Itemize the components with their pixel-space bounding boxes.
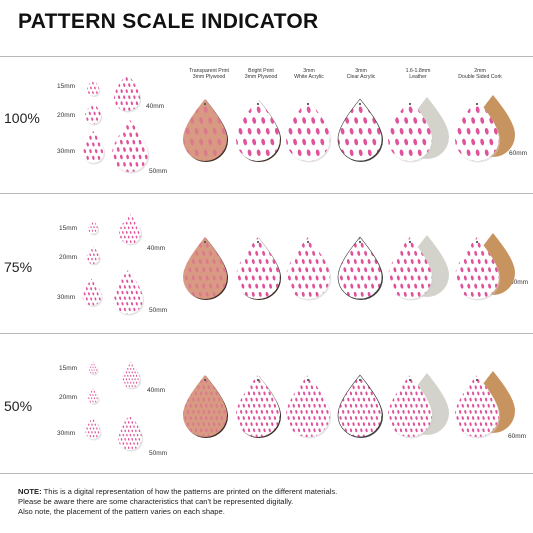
size-label-30mm: 30mm	[57, 148, 76, 155]
earring-cork	[455, 237, 501, 301]
size-label-60mm: 60mm	[510, 279, 529, 286]
sample-earring-small	[87, 388, 100, 406]
sample-earring-small	[85, 102, 103, 126]
material-header-line2: White Acrylic	[294, 74, 324, 80]
note-line3: Also note, the placement of the pattern …	[18, 506, 225, 516]
material-header-line2: Double Sided Cork	[458, 74, 502, 80]
sample-earring-small	[88, 220, 100, 236]
material-header-line1: Bright Print	[248, 68, 274, 74]
earring-clear-acrylic	[337, 374, 383, 438]
sample-earring-large	[118, 414, 144, 452]
earring-white-acrylic	[286, 99, 332, 163]
earring-white-acrylic	[286, 375, 332, 439]
material-header-line1: Transparent Print	[189, 68, 229, 74]
section-divider	[0, 56, 533, 57]
size-label-60mm: 60mm	[509, 150, 528, 157]
sample-earring-large	[113, 270, 145, 316]
scale-label-50: 50%	[4, 398, 33, 414]
earring-leather	[388, 237, 434, 301]
page-title: PATTERN SCALE INDICATOR	[18, 10, 319, 33]
scale-label-75: 75%	[4, 259, 33, 275]
material-header-line2: Leather	[409, 74, 427, 80]
size-label-60mm: 60mm	[508, 433, 527, 440]
sample-earring-small	[87, 78, 101, 98]
size-label-30mm: 30mm	[57, 430, 76, 437]
scale-label-100: 100%	[4, 110, 40, 126]
note-line2: Please be aware there are some character…	[18, 496, 294, 506]
size-label-20mm: 20mm	[57, 112, 76, 119]
material-header-line1: 2mm	[474, 68, 486, 74]
note-line1: This is a digital representation of how …	[43, 487, 338, 496]
sample-earring-large	[122, 362, 142, 390]
earring-leather	[388, 375, 434, 439]
size-label-40mm: 40mm	[146, 103, 165, 110]
material-header-cork: 2mm Double Sided Cork	[449, 68, 511, 80]
earring-bright-plywood	[236, 237, 281, 300]
material-header-line1: 3mm	[355, 68, 367, 74]
size-label-40mm: 40mm	[147, 387, 166, 394]
size-label-50mm: 50mm	[149, 168, 168, 175]
size-label-15mm: 15mm	[59, 225, 78, 232]
material-header-bright-plywood: Bright Print 3mm Plywood	[230, 68, 292, 80]
material-header-clear-acrylic: 3mm Clear Acrylic	[330, 68, 392, 80]
size-label-50mm: 50mm	[149, 307, 168, 314]
material-header-white-acrylic: 3mm White Acrylic	[278, 68, 340, 80]
material-header-leather: 1.6-1.8mm Leather	[387, 68, 449, 80]
note-label: NOTE:	[18, 487, 42, 496]
sample-earring-small	[82, 131, 106, 165]
size-label-20mm: 20mm	[59, 254, 78, 261]
sample-earring-small	[86, 246, 101, 266]
material-header-line1: 3mm	[303, 68, 315, 74]
earring-clear-acrylic	[337, 98, 383, 162]
sample-earring-large	[112, 120, 150, 174]
earring-cork	[455, 99, 501, 163]
section-divider	[0, 333, 533, 334]
material-header-line1: 1.6-1.8mm	[405, 68, 431, 74]
footnote: NOTE: This is a digital representation o…	[18, 487, 337, 516]
earring-bright-plywood	[236, 375, 281, 438]
sample-earring-large	[119, 214, 143, 246]
size-label-40mm: 40mm	[147, 245, 166, 252]
earring-transparent-plywood	[183, 99, 228, 162]
sample-earring-small	[88, 362, 99, 376]
earring-white-acrylic	[286, 237, 332, 301]
earring-clear-acrylic	[337, 236, 383, 300]
material-header-transparent-plywood: Transparent Print 3mm Plywood	[178, 68, 240, 80]
sample-earring-large	[114, 73, 142, 113]
earring-transparent-plywood	[183, 237, 228, 300]
size-label-15mm: 15mm	[59, 365, 78, 372]
size-label-50mm: 50mm	[149, 450, 168, 457]
size-label-20mm: 20mm	[59, 394, 78, 401]
material-header-line2: 3mm Plywood	[244, 74, 278, 80]
earring-cork	[455, 375, 501, 439]
material-header-line2: 3mm Plywood	[192, 74, 226, 80]
earring-bright-plywood	[236, 99, 281, 162]
size-label-30mm: 30mm	[57, 294, 76, 301]
earring-transparent-plywood	[183, 375, 228, 438]
section-divider	[0, 473, 533, 474]
size-label-15mm: 15mm	[57, 83, 76, 90]
material-header-line2: Clear Acrylic	[346, 74, 376, 80]
sample-earring-small	[82, 278, 103, 307]
sample-earring-small	[85, 417, 102, 441]
section-divider	[0, 193, 533, 194]
